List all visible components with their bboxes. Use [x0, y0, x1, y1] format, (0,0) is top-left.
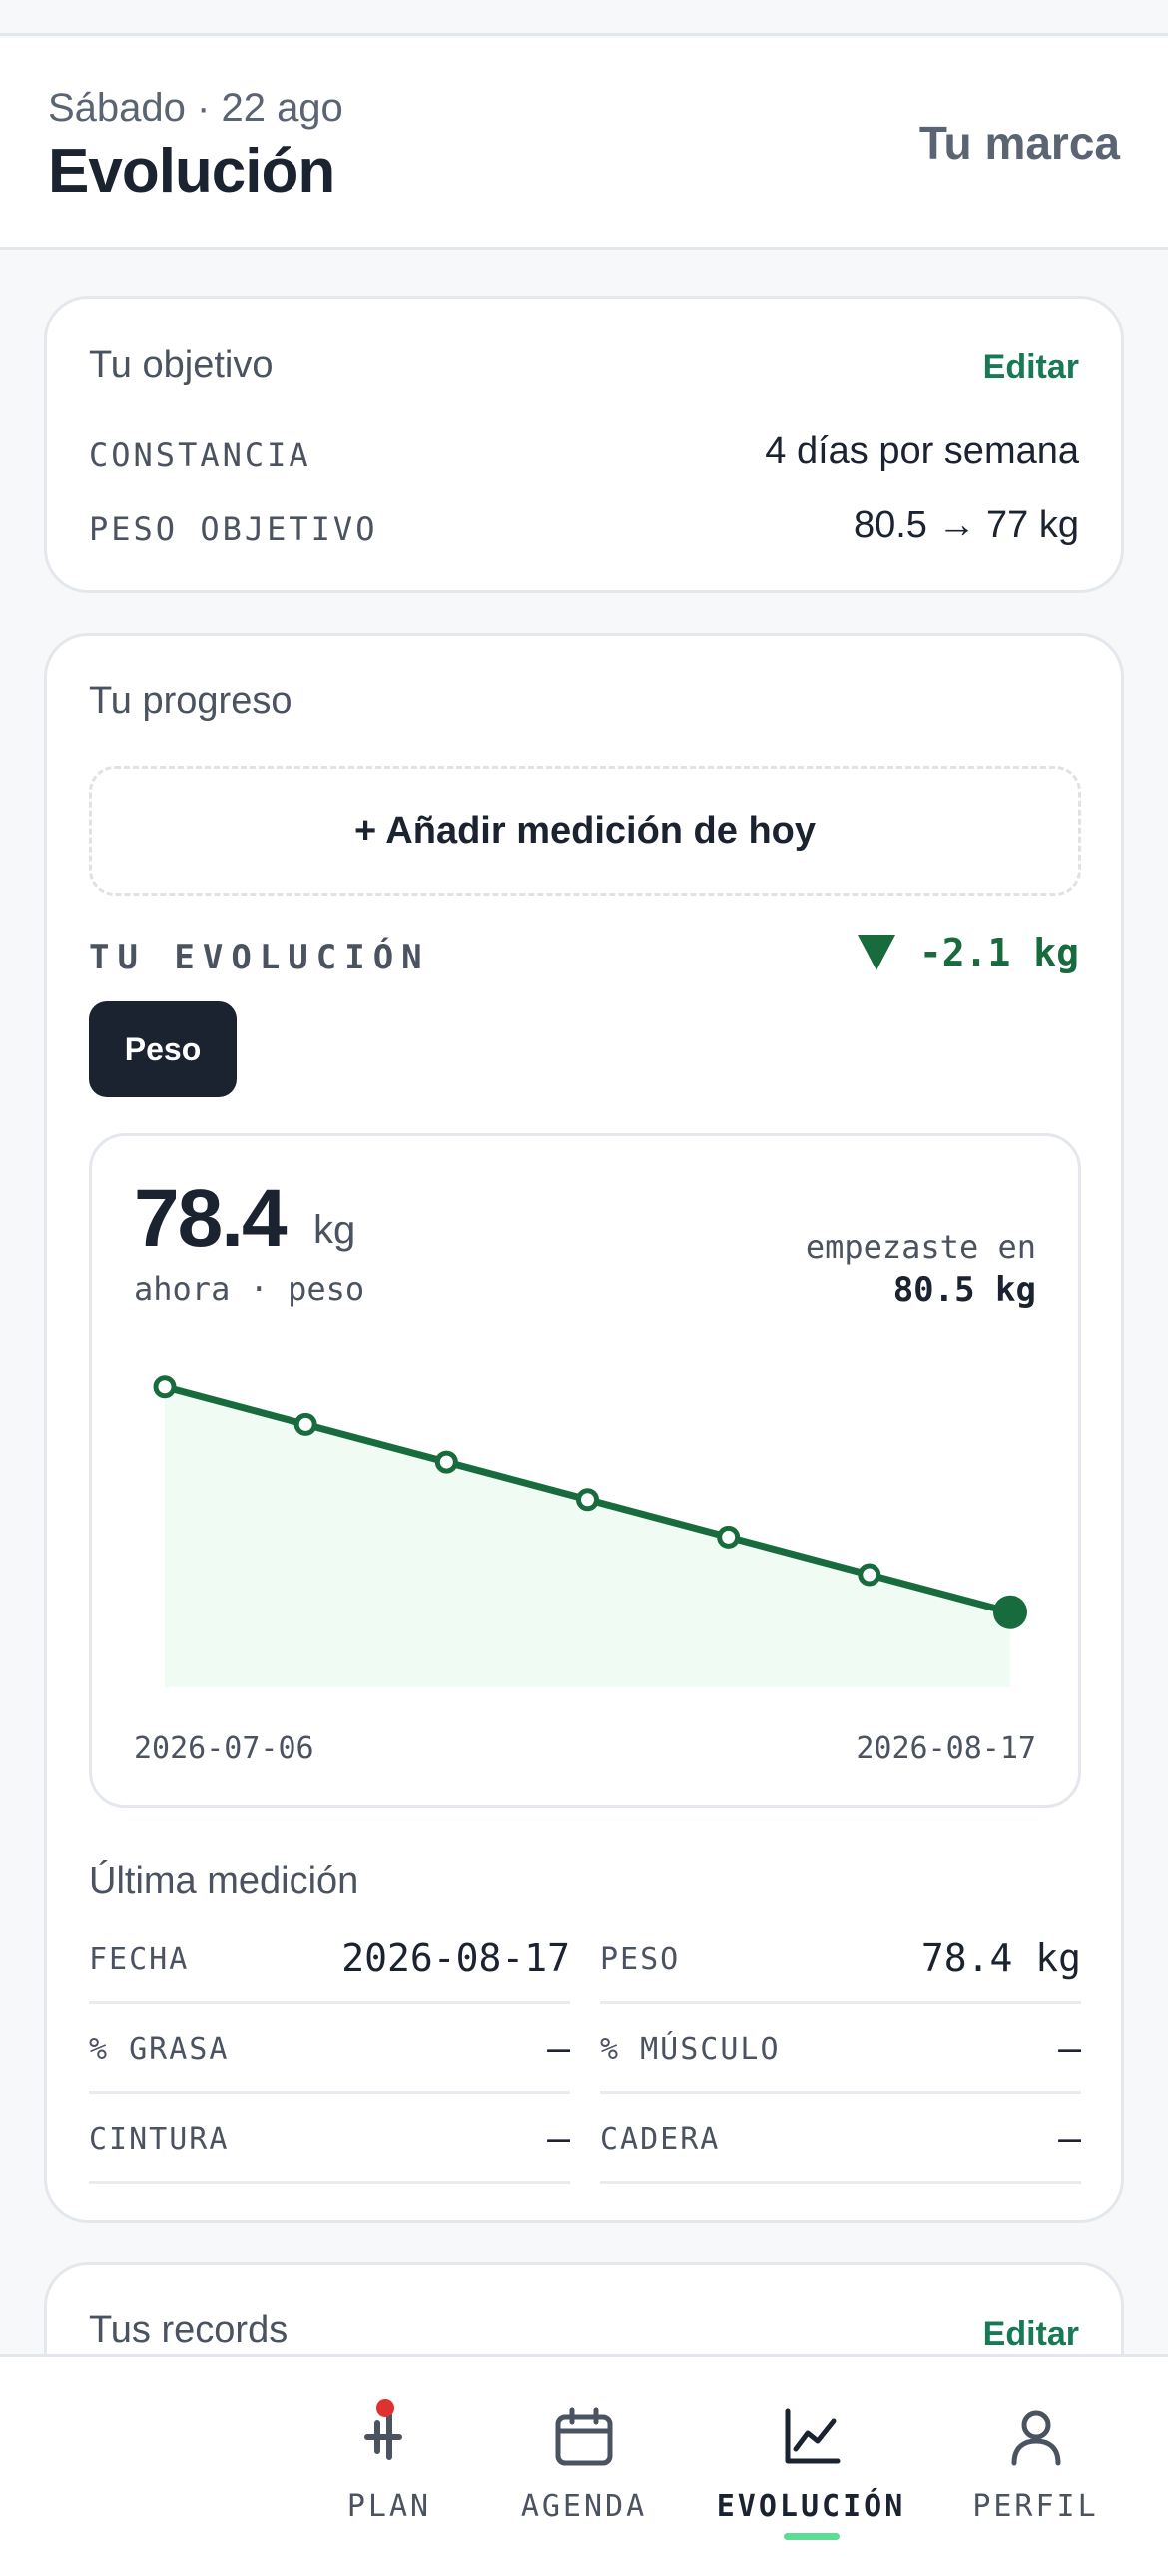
weight-delta: -2.1 kg	[857, 931, 1079, 974]
chart-area	[165, 1386, 1010, 1687]
down-triangle-icon	[857, 935, 895, 970]
nav-label: PLAN	[346, 2489, 432, 2524]
calendar-icon	[552, 2405, 616, 2474]
chart-point	[717, 1525, 741, 1549]
edit-objective-button[interactable]: Editar	[982, 348, 1079, 386]
measurement-value: —	[547, 2026, 570, 2070]
measurement-weight: PESO 78.4 kg	[600, 1914, 1081, 2004]
date-label: Sábado · 22 ago	[48, 86, 343, 130]
start-weight-value: 80.5 kg	[892, 1270, 1036, 1310]
target-weight-label: PESO OBJETIVO	[89, 510, 378, 548]
chart-point	[576, 1488, 599, 1512]
progress-card: Tu progreso + Añadir medición de hoy TU …	[44, 633, 1124, 2223]
nav-perfil[interactable]: PERFIL	[958, 2357, 1113, 2576]
plan-icon	[359, 2405, 419, 2470]
measurement-value: —	[1058, 2026, 1081, 2070]
measurement-label: CADERA	[600, 2122, 721, 2157]
objective-card: Tu objetivo Editar CONSTANCIA 4 días por…	[44, 296, 1124, 593]
current-weight-value: 78.4	[134, 1173, 288, 1264]
nav-label: EVOLUCIÓN	[716, 2489, 906, 2524]
measurement-label: % GRASA	[89, 2032, 230, 2067]
measurement-hip: CADERA —	[600, 2094, 1081, 2184]
evolution-label: TU EVOLUCIÓN	[89, 938, 430, 977]
chart-point-latest	[993, 1595, 1027, 1629]
constancy-value: 4 días por semana	[765, 430, 1079, 472]
measurement-value: —	[547, 2116, 570, 2160]
current-weight-unit: kg	[313, 1208, 356, 1252]
constancy-label: CONSTANCIA	[89, 436, 311, 474]
page-title: Evolución	[48, 137, 335, 206]
measurement-value: 78.4 kg	[920, 1936, 1081, 1980]
measurement-label: CINTURA	[89, 2122, 230, 2157]
nav-plan[interactable]: PLAN	[290, 2357, 489, 2576]
nav-label: AGENDA	[520, 2489, 648, 2524]
weight-line-chart	[153, 1375, 1027, 1687]
measurement-date: FECHA 2026-08-17	[89, 1914, 570, 2004]
records-title: Tus records	[89, 2309, 289, 2351]
chart-point	[858, 1563, 881, 1587]
x-tick-start: 2026-07-06	[134, 1731, 314, 1766]
start-caption: empezaste en	[805, 1228, 1036, 1266]
nav-evolucion[interactable]: EVOLUCIÓN	[709, 2357, 913, 2576]
add-measurement-button[interactable]: + Añadir medición de hoy	[89, 766, 1081, 896]
notification-dot	[376, 2399, 394, 2417]
chart-point	[153, 1375, 177, 1399]
target-weight-value: 80.5 → 77 kg	[853, 504, 1079, 546]
page-header: Sábado · 22 ago Evolución Tu marca	[0, 38, 1168, 250]
measurement-value: —	[1058, 2116, 1081, 2160]
tab-peso[interactable]: Peso	[89, 1001, 237, 1097]
delta-value: -2.1 kg	[918, 931, 1079, 974]
bottom-nav: PLAN AGENDA EVOLUCIÓN	[0, 2354, 1168, 2576]
chart-point	[434, 1450, 458, 1474]
weight-chart-card: 78.4 kg ahora · peso empezaste en 80.5 k…	[89, 1133, 1081, 1808]
measurement-fat: % GRASA —	[89, 2004, 570, 2094]
progress-title: Tu progreso	[89, 680, 292, 722]
chart-point	[293, 1412, 317, 1436]
user-icon	[1004, 2405, 1068, 2474]
active-indicator	[783, 2533, 840, 2540]
edit-records-button[interactable]: Editar	[982, 2315, 1079, 2353]
top-strip	[0, 0, 1168, 36]
chart-icon	[780, 2405, 844, 2474]
nav-label: PERFIL	[972, 2489, 1099, 2524]
last-measurement-title: Última medición	[89, 1860, 359, 1902]
measurement-waist: CINTURA —	[89, 2094, 570, 2184]
nav-agenda[interactable]: AGENDA	[499, 2357, 669, 2576]
current-caption: ahora · peso	[134, 1270, 365, 1308]
measurement-label: % MÚSCULO	[600, 2032, 781, 2067]
measurement-label: PESO	[600, 1942, 681, 1977]
measurement-muscle: % MÚSCULO —	[600, 2004, 1081, 2094]
brand-link[interactable]: Tu marca	[918, 117, 1120, 169]
measurement-value: 2026-08-17	[341, 1936, 570, 1980]
x-tick-end: 2026-08-17	[856, 1731, 1036, 1766]
objective-title: Tu objetivo	[89, 344, 274, 386]
measurement-label: FECHA	[89, 1942, 190, 1977]
